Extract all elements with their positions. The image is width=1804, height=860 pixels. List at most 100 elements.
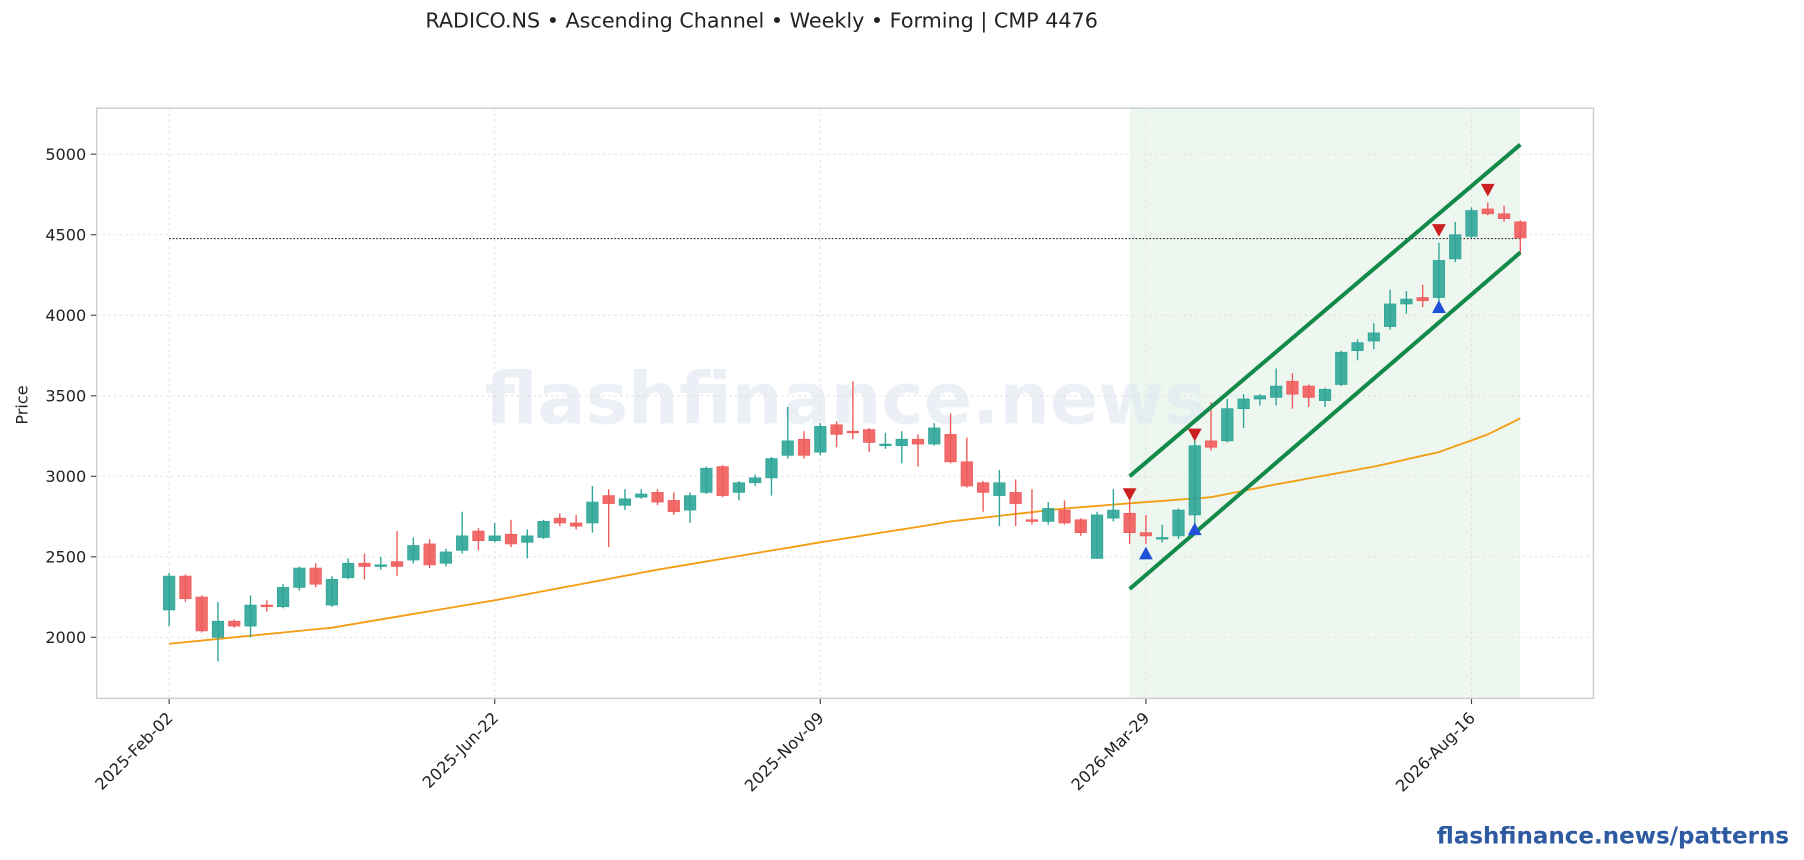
peak-marker: [1432, 224, 1446, 237]
candle-body: [570, 522, 583, 527]
candle-body: [1025, 519, 1039, 522]
candle-body: [765, 458, 778, 479]
candle-body: [358, 562, 371, 567]
candle-body: [797, 438, 811, 456]
candle-body: [814, 426, 827, 453]
candle-body: [895, 438, 908, 447]
candle-body: [732, 482, 746, 493]
y-axis-label: Price: [13, 385, 32, 424]
candle-body: [276, 587, 290, 608]
moving-average-line: [169, 417, 1521, 645]
peak-marker: [1122, 488, 1137, 501]
candle-body: [195, 596, 208, 632]
x-tick-label: 2025-Feb-02: [91, 708, 176, 793]
candle-body: [1465, 210, 1478, 237]
candle-body: [618, 498, 632, 506]
candle-body: [553, 517, 566, 524]
candle-body: [1156, 537, 1169, 540]
candle-body: [1139, 532, 1153, 537]
candle-body: [1384, 303, 1397, 327]
candle-body: [521, 535, 534, 543]
candle-body: [846, 430, 859, 434]
candle-body: [1172, 509, 1185, 537]
candle-body: [960, 461, 973, 487]
candle-body: [602, 495, 615, 505]
peak-marker: [1187, 428, 1202, 442]
y-tick-label: 3500: [45, 387, 86, 406]
candle-body: [635, 493, 648, 498]
trough-marker: [1187, 522, 1202, 536]
candle-body: [325, 579, 339, 606]
candle-body: [1042, 508, 1055, 522]
candle-body: [1107, 509, 1120, 519]
candle-body: [781, 440, 794, 456]
x-tick-label: 2026-Aug-16: [1392, 708, 1479, 795]
trough-marker: [1432, 300, 1446, 313]
candle-body: [423, 543, 436, 566]
candle-body: [749, 477, 762, 484]
candle-body: [244, 604, 257, 627]
candle-body: [537, 521, 550, 538]
candle-body: [163, 575, 176, 611]
x-tick-label: 2026-Mar-29: [1068, 708, 1154, 794]
candle-body: [439, 551, 452, 564]
candle-body: [179, 575, 192, 600]
footer-link: flashfinance.news/patterns: [1437, 823, 1789, 849]
y-tick-label: 4000: [45, 306, 86, 325]
candle-body: [1449, 234, 1462, 260]
candle-body: [1351, 342, 1364, 352]
channel-line: [1128, 143, 1522, 478]
candle-body: [374, 564, 387, 567]
candle-body: [1400, 298, 1413, 305]
candle-body: [830, 424, 843, 435]
candle-body: [1286, 380, 1299, 395]
candle-body: [700, 467, 713, 493]
candle-body: [1009, 492, 1022, 505]
chart-title: RADICO.NS • Ascending Channel • Weekly •…: [425, 9, 1098, 34]
candle-body: [879, 443, 892, 447]
candle-body: [667, 500, 680, 513]
candle-body: [977, 482, 990, 493]
candle-body: [1188, 445, 1201, 516]
candle-body: [1074, 519, 1087, 533]
candle-body: [1204, 440, 1218, 448]
candle-body: [1302, 385, 1315, 398]
candle-body: [1253, 395, 1266, 400]
candle-body: [1123, 512, 1136, 533]
peak-marker: [1480, 183, 1495, 197]
candle-body: [211, 620, 225, 638]
candle-body: [293, 567, 306, 588]
candle-body: [228, 620, 241, 627]
watermark: flashfinance.news: [485, 357, 1207, 440]
candle-body: [1335, 351, 1348, 385]
y-tick-label: 2500: [45, 548, 86, 567]
candle-body: [472, 530, 485, 542]
candle-body: [1416, 297, 1429, 302]
candle-body: [504, 533, 518, 545]
candle-body: [863, 429, 876, 443]
candle-body: [944, 434, 957, 463]
candle-body: [716, 466, 729, 496]
candle-body: [1367, 332, 1380, 342]
candle-body: [488, 535, 501, 542]
candle-body: [342, 562, 355, 579]
candle-body: [1514, 221, 1527, 239]
candle-body: [309, 567, 322, 585]
candle-body: [651, 492, 664, 503]
candle-body: [407, 545, 420, 561]
y-tick-label: 2000: [45, 628, 86, 647]
candle-body: [1432, 260, 1446, 298]
y-tick-label: 5000: [45, 145, 86, 164]
candle-body: [260, 604, 273, 608]
candle-body: [911, 438, 925, 445]
candle-body: [390, 561, 404, 567]
candle-body: [1058, 509, 1071, 524]
candle-body: [1318, 388, 1332, 401]
candle-body: [456, 535, 469, 551]
candle-body: [993, 482, 1006, 496]
y-tick-label: 4500: [45, 225, 86, 244]
candle-body: [1221, 408, 1234, 442]
candle-body: [1270, 385, 1283, 398]
